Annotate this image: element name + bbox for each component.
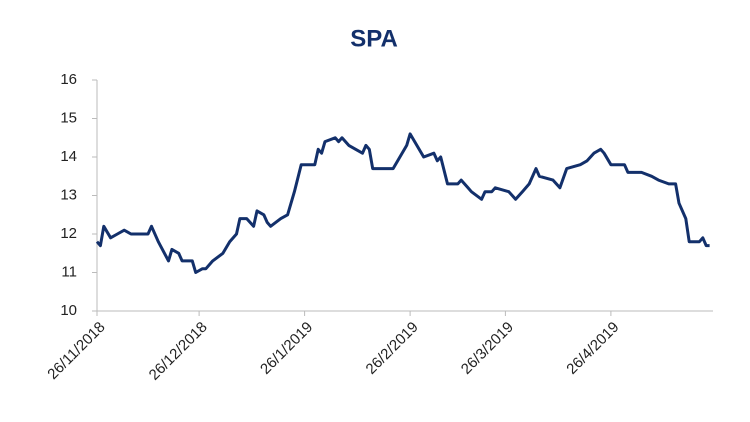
x-tick-label: 26/1/2019 (257, 319, 316, 378)
x-tick-label: 26/4/2019 (563, 319, 622, 378)
y-tick-label: 14 (60, 148, 77, 165)
y-tick-label: 12 (60, 225, 77, 242)
y-tick-label: 16 (60, 71, 77, 88)
x-tick-label: 26/12/2018 (146, 319, 211, 384)
x-tick-label: 26/3/2019 (458, 319, 517, 378)
line-series (95, 132, 710, 274)
y-tick-label: 11 (61, 263, 77, 280)
y-tick-label: 13 (60, 186, 77, 203)
x-tick-label: 26/2/2019 (363, 319, 422, 378)
y-tick-label: 15 (60, 109, 77, 126)
chart-title: SPA (350, 25, 398, 52)
x-tick-label: 26/11/2018 (44, 319, 108, 383)
y-tick-label: 10 (60, 302, 77, 319)
